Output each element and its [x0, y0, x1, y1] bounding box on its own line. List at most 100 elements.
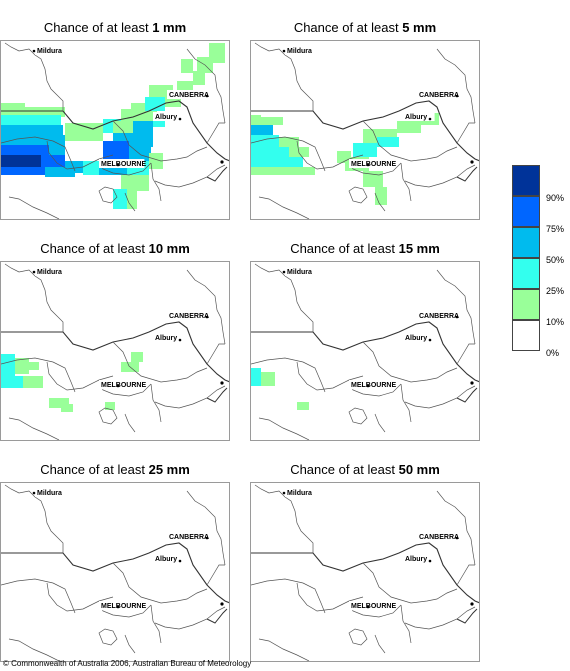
- panel-title: Chance of at least 5 mm: [293, 20, 437, 35]
- shaded-cell: [23, 125, 63, 135]
- shaded-cell: [105, 402, 115, 410]
- panel-threshold: 10 mm: [148, 241, 190, 256]
- shaded-cell: [353, 143, 377, 157]
- shaded-cell: [149, 153, 163, 169]
- label-background: [285, 267, 322, 276]
- label-background: [349, 159, 395, 168]
- shaded-cell: [251, 157, 303, 167]
- district-boundary: [374, 413, 386, 433]
- city-marker: [282, 491, 286, 495]
- district-boundary: [404, 164, 476, 188]
- district-boundary: [98, 186, 118, 204]
- probability-shading: [251, 368, 309, 410]
- district-boundary: [436, 269, 476, 345]
- district-boundary: [8, 417, 60, 440]
- place-label-albury: Albury: [155, 335, 177, 342]
- shaded-cell: [1, 125, 23, 135]
- district-boundary: [404, 606, 476, 630]
- label-background: [349, 601, 395, 610]
- coastline: [206, 608, 228, 624]
- city-marker: [428, 559, 432, 563]
- district-boundary: [154, 385, 226, 409]
- shaded-cell: [209, 43, 225, 63]
- label-background: [167, 532, 208, 541]
- district-boundary: [124, 634, 136, 654]
- district-boundary: [456, 564, 475, 586]
- district-boundary: [98, 628, 118, 646]
- district-boundary: [112, 120, 208, 162]
- shaded-cell: [1, 155, 41, 167]
- place-label-mildura: Mildura: [37, 269, 62, 276]
- victoria-map: Mildura CANBERRA Albury MELBOURNE: [251, 484, 479, 661]
- place-label-mildura: Mildura: [37, 48, 62, 55]
- city-marker: [116, 605, 120, 609]
- shaded-cell: [121, 175, 149, 191]
- label-background: [99, 601, 145, 610]
- shaded-cell: [133, 121, 153, 133]
- shaded-cell: [145, 97, 165, 111]
- place-label-canberra: CANBERRA: [169, 92, 209, 99]
- district-boundary: [154, 164, 226, 188]
- shaded-cell: [65, 161, 83, 173]
- panel-title: Chance of at least 50 mm: [290, 462, 440, 477]
- city-marker: [178, 338, 182, 342]
- district-boundary: [251, 578, 326, 614]
- shaded-cell: [1, 115, 61, 125]
- district-boundary: [348, 628, 368, 646]
- place-label-mildura: Mildura: [37, 490, 62, 497]
- district-boundary: [150, 383, 162, 423]
- shaded-cell: [65, 123, 103, 141]
- city-marker: [116, 163, 120, 167]
- legend-swatch-10: [512, 289, 540, 320]
- label-background: [153, 112, 185, 121]
- label-background: [403, 333, 435, 342]
- district-boundary: [362, 120, 458, 162]
- district-boundary: [124, 192, 136, 212]
- city-marker: [282, 49, 286, 53]
- shaded-cell: [153, 117, 165, 127]
- victoria-map: Mildura CANBERRA Albury MELBOURNE: [251, 263, 479, 440]
- place-label-melbourne: MELBOURNE: [351, 161, 396, 168]
- district-boundary: [112, 341, 208, 383]
- map-canvas: Mildura CANBERRA Albury MELBOURNE: [0, 40, 230, 220]
- shaded-cell: [1, 376, 23, 388]
- district-boundary: [150, 604, 162, 644]
- district-boundary: [400, 383, 412, 423]
- district-boundary: [456, 343, 475, 365]
- panel-title: Chance of at least 1 mm: [43, 20, 187, 35]
- shaded-cell: [251, 167, 315, 175]
- cape-marker: [470, 160, 474, 164]
- victoria-map: Mildura CANBERRA Albury MELBOURNE: [1, 484, 229, 661]
- city-marker: [32, 49, 36, 53]
- district-boundary: [154, 606, 226, 630]
- district-boundary: [124, 413, 136, 433]
- cape-marker: [220, 602, 224, 606]
- place-label-albury: Albury: [405, 335, 427, 342]
- shaded-cell: [83, 161, 99, 175]
- city-marker: [205, 94, 209, 98]
- copyright-notice: © Commonwealth of Australia 2006, Austra…: [3, 659, 252, 668]
- district-boundary: [254, 263, 314, 332]
- state-border: [251, 542, 479, 604]
- shaded-cell: [49, 398, 69, 408]
- shaded-cell: [1, 103, 25, 117]
- place-label-melbourne: MELBOURNE: [351, 382, 396, 389]
- cape-marker: [220, 160, 224, 164]
- label-background: [35, 46, 72, 55]
- place-label-canberra: CANBERRA: [419, 313, 459, 320]
- district-boundary: [1, 357, 76, 393]
- city-marker: [366, 384, 370, 388]
- panel-threshold: 1 mm: [152, 20, 187, 35]
- shaded-cell: [15, 358, 29, 374]
- place-label-canberra: CANBERRA: [419, 92, 459, 99]
- place-label-mildura: Mildura: [287, 48, 312, 55]
- district-boundary: [112, 562, 208, 604]
- district-boundary: [8, 638, 60, 661]
- probability-shading: [251, 113, 439, 205]
- panel-title: Chance of at least 15 mm: [290, 241, 440, 256]
- legend-label-90: 90%: [546, 193, 565, 203]
- state-border: [1, 100, 229, 162]
- district-boundary: [436, 490, 476, 566]
- city-marker: [178, 117, 182, 121]
- shaded-cell: [61, 404, 73, 412]
